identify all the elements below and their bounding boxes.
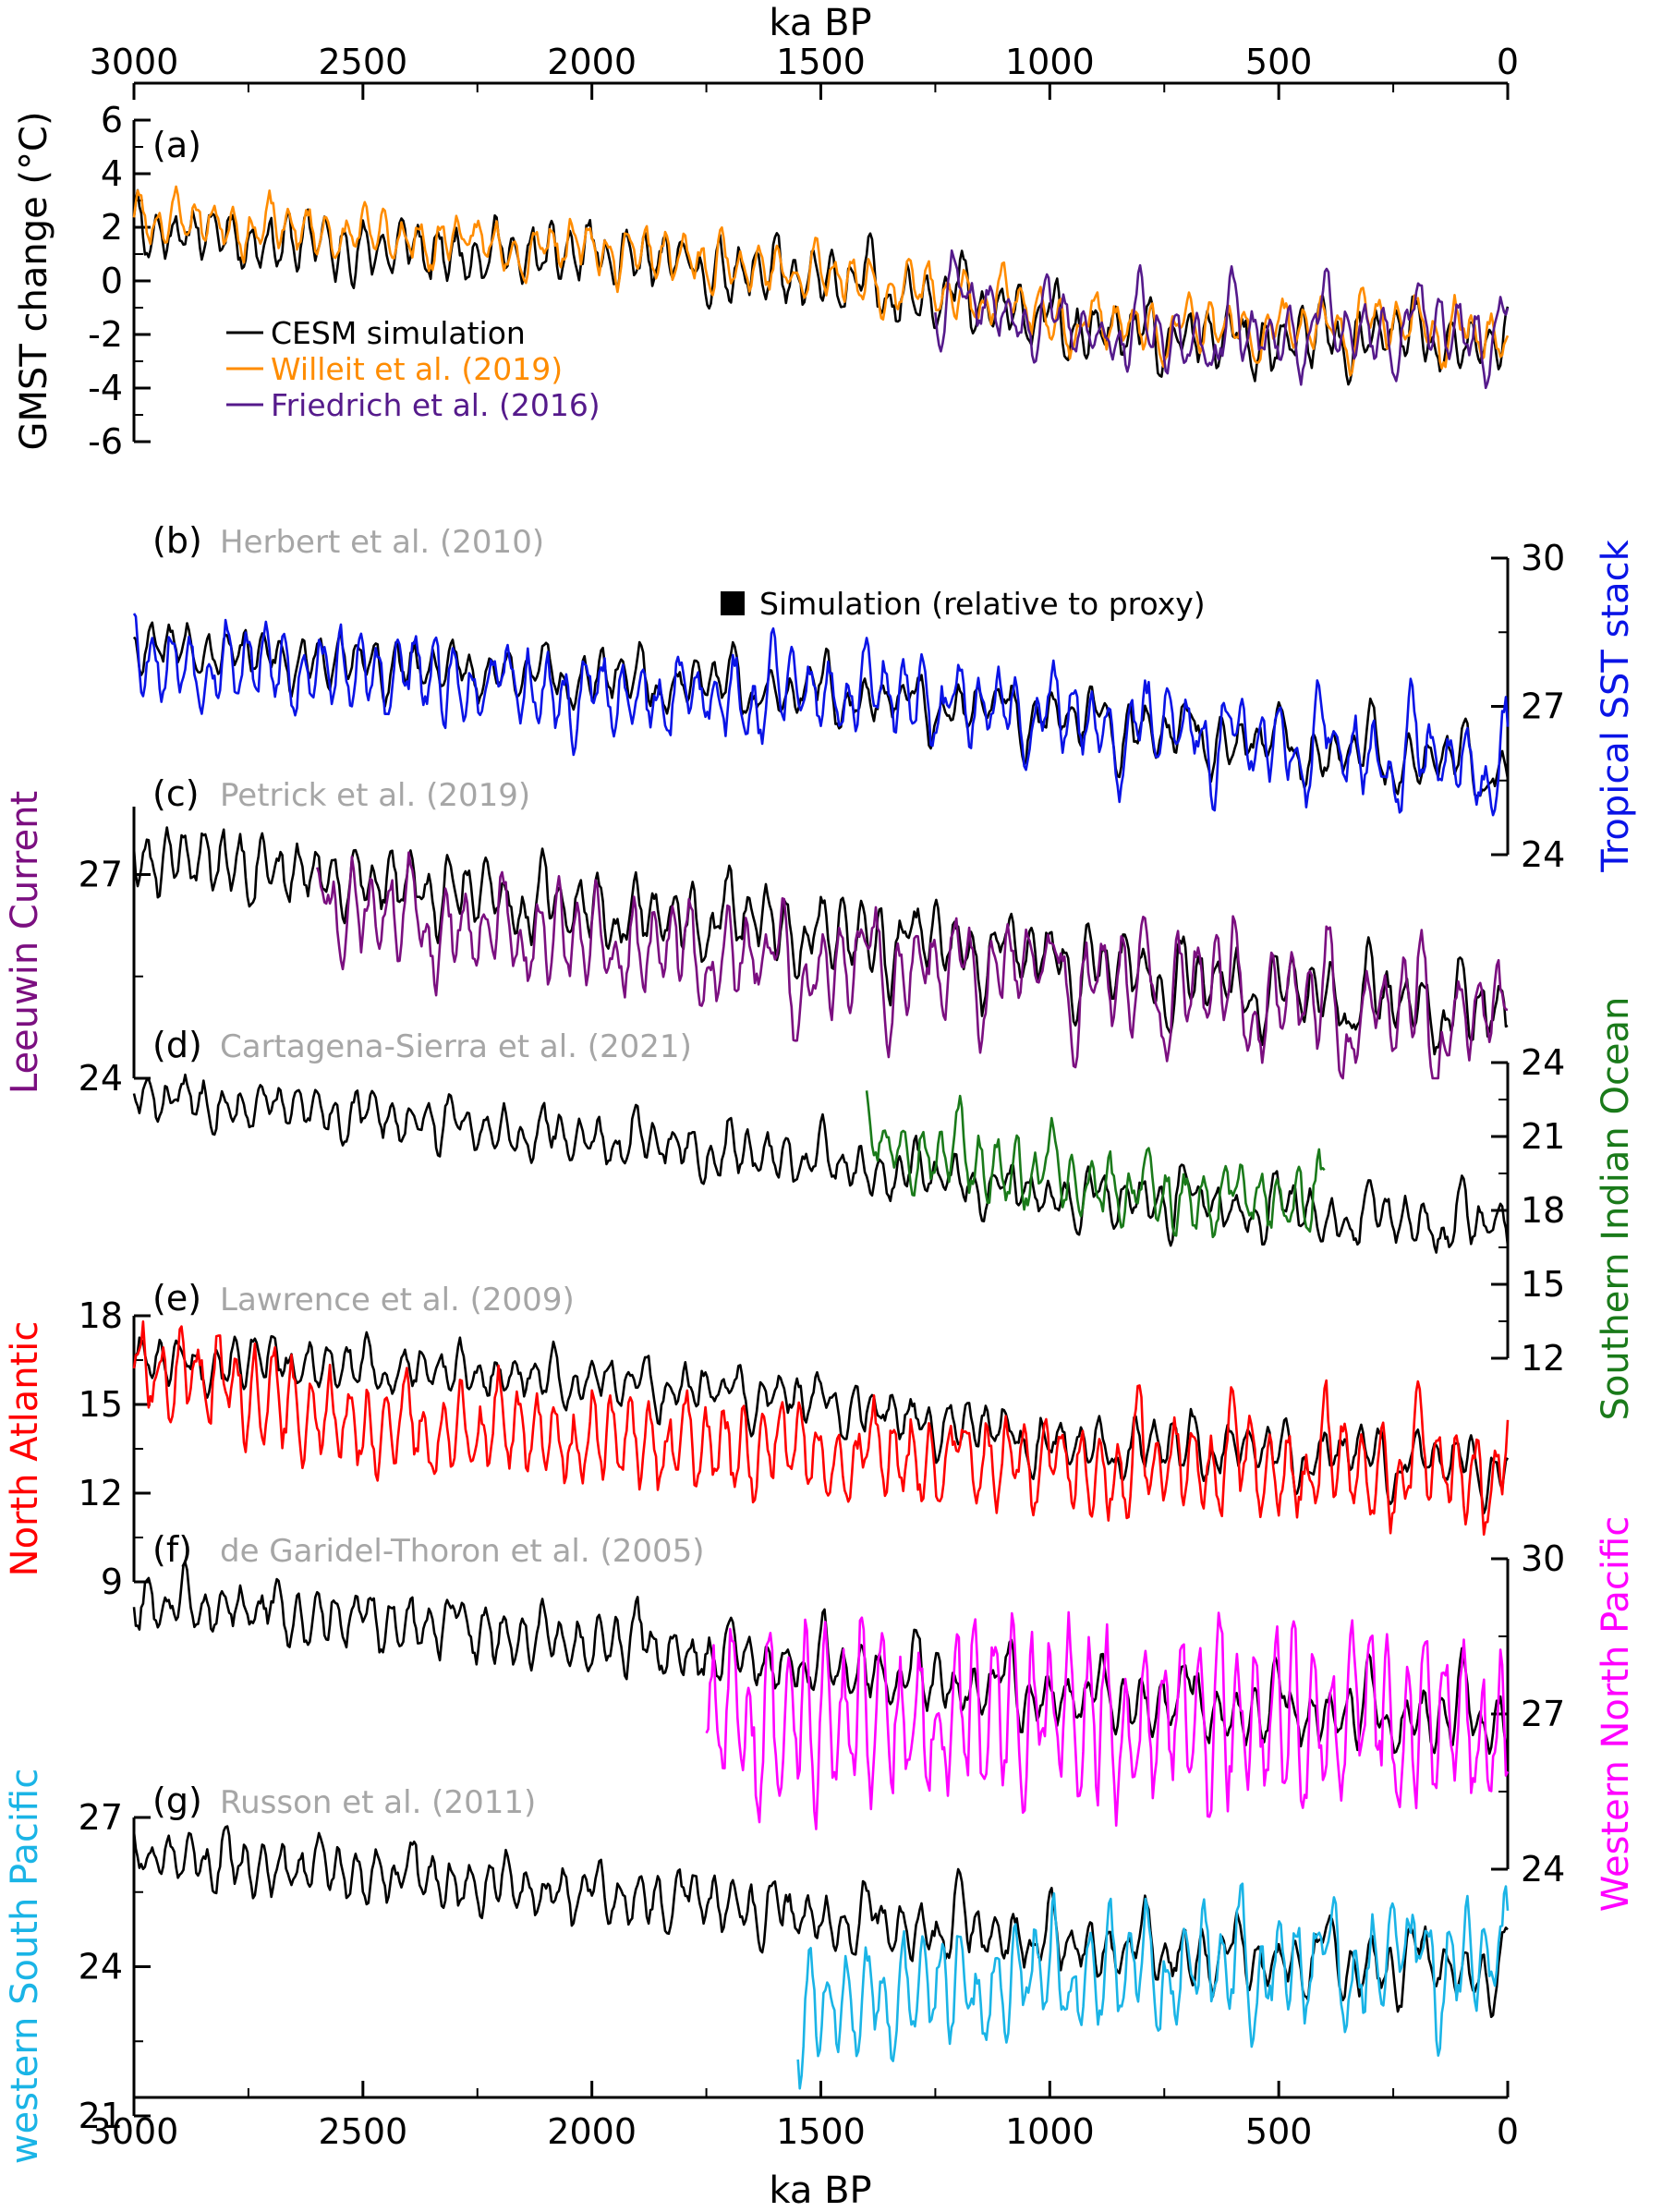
panels: 6 4 2 0 -2 -4 -6 GMST change (°C) (a) 30 27 24 Tropi…	[4, 100, 1637, 2164]
y-axis-label: Tropical SST stack	[1595, 539, 1637, 872]
panel-a: 6 4 2 0 -2 -4 -6 GMST change (°C) (a)	[13, 100, 1510, 462]
y-tick-label: 30	[1521, 1538, 1565, 1579]
legend-label-willeit: Willeit et al. (2019)	[271, 351, 563, 387]
y-tick-label: 15	[79, 1384, 123, 1425]
series-line-simulation	[132, 621, 1510, 797]
y-tick-label: 0	[101, 261, 123, 301]
panel-citation: Russon et al. (2011)	[220, 1784, 536, 1821]
y-tick-label: 24	[79, 1058, 123, 1099]
y-axis-label: GMST change (°C)	[13, 111, 55, 450]
panel-b: 30 27 24 Tropical SST stack (b) Herbert et al…	[132, 520, 1637, 875]
top-x-tick-label: 0	[1497, 42, 1519, 82]
bottom-x-tick-label: 3000	[90, 2111, 179, 2152]
bottom-x-tick-label: 500	[1245, 2111, 1313, 2152]
bottom-x-tick-label: 1500	[776, 2111, 866, 2152]
y-tick-label: 24	[1521, 1849, 1565, 1890]
series-line-proxy	[316, 851, 1509, 1080]
series-line-simulation	[132, 188, 1510, 386]
top-x-tick-label: 3000	[90, 42, 179, 82]
panel-g: 27 24 21 western South Pacific (g) Russon et …	[4, 1768, 1510, 2164]
bottom-x-tick-label: 0	[1497, 2111, 1519, 2152]
y-tick-label: 21	[1521, 1116, 1565, 1157]
legend-note-square	[721, 591, 745, 615]
panel-letter: (b)	[152, 520, 202, 561]
y-tick-label: 24	[79, 1947, 123, 1987]
top-x-tick-label: 2000	[547, 42, 637, 82]
panel-citation: Lawrence et al. (2009)	[220, 1282, 575, 1319]
panel-letter: (g)	[152, 1781, 202, 1821]
panel-c: 27 24 Leeuwin Current (c) Petrick et al. (20…	[4, 773, 1509, 1099]
series-line-simulation	[132, 1825, 1509, 2019]
y-tick-label: -2	[88, 314, 123, 355]
panel-letter: (e)	[152, 1278, 201, 1319]
y-tick-label: 15	[1521, 1264, 1565, 1305]
top-x-tick-label: 1500	[776, 42, 866, 82]
series-line-simulation	[132, 826, 1509, 1056]
bottom-x-tick-label: 2500	[318, 2111, 407, 2152]
y-tick-label: 6	[101, 100, 123, 140]
y-tick-label: 9	[101, 1562, 123, 1602]
series-line-proxy	[934, 249, 1510, 390]
bottom-x-tick-label: 1000	[1005, 2111, 1095, 2152]
y-tick-label: 21	[79, 2096, 123, 2136]
y-tick-label: 2	[101, 207, 123, 248]
y-axis-label: western South Pacific	[4, 1768, 46, 2164]
legend: CESM simulation Willeit et al. (2019) Fr…	[226, 315, 1206, 622]
y-tick-label: 30	[1521, 538, 1565, 578]
top-x-axis-title: ka BP	[769, 2, 871, 44]
series-line-proxy	[796, 1882, 1510, 2090]
series-line-proxy	[132, 185, 1510, 377]
bottom-x-axis-title: ka BP	[769, 2169, 871, 2212]
y-tick-label: 18	[1521, 1190, 1565, 1231]
top-x-axis: ka BP 3000 2500 2000 1500 1000 500 0	[90, 2, 1519, 100]
panel-citation: de Garidel-Thoron et al. (2005)	[220, 1533, 705, 1570]
legend-label-friedrich: Friedrich et al. (2016)	[271, 387, 601, 423]
series-line-proxy	[132, 613, 1510, 817]
y-axis-label: Southern Indian Ocean	[1595, 997, 1637, 1421]
panel-d: 24 21 18 15 12 Southern Indian Ocean (d) Cartag…	[132, 997, 1637, 1421]
panel-letter: (c)	[152, 773, 200, 814]
y-tick-label: 4	[101, 153, 123, 194]
series-line-proxy	[705, 1610, 1510, 1830]
y-axis-label: Western North Pacific	[1595, 1516, 1637, 1912]
legend-label-cesm: CESM simulation	[271, 315, 526, 351]
top-x-tick-label: 2500	[318, 42, 407, 82]
bottom-x-tick-label: 2000	[547, 2111, 637, 2152]
y-tick-label: 24	[1521, 1042, 1565, 1083]
y-tick-label: 24	[1521, 834, 1565, 875]
legend-note: Simulation (relative to proxy)	[759, 586, 1206, 622]
y-axis-label: Leeuwin Current	[4, 791, 46, 1094]
panel-letter: (a)	[152, 125, 201, 165]
y-tick-label: 27	[79, 855, 123, 895]
bottom-x-ticks: 3000 2500 2000 1500 1000 500 0	[90, 2081, 1519, 2152]
top-x-tick-label: 500	[1245, 42, 1313, 82]
y-tick-label: -4	[88, 368, 123, 408]
series-line-proxy	[865, 1090, 1326, 1239]
y-tick-label: 27	[1521, 687, 1565, 727]
y-tick-label: 18	[79, 1295, 123, 1336]
y-tick-label: 27	[79, 1797, 123, 1838]
series-line-simulation	[132, 1331, 1510, 1514]
y-tick-label: 27	[1521, 1694, 1565, 1734]
y-tick-label: 12	[79, 1473, 123, 1513]
bottom-x-axis: ka BP 3000 2500 2000 1500 1000 500 0	[90, 2081, 1519, 2212]
top-x-ticks: 3000 2500 2000 1500 1000 500 0	[90, 42, 1519, 100]
y-axis-label: North Atlantic	[4, 1321, 46, 1577]
panel-citation: Herbert et al. (2010)	[220, 524, 544, 561]
panel-letter: (d)	[152, 1025, 202, 1065]
y-tick-label: 12	[1521, 1338, 1565, 1379]
panel-citation: Cartagena-Sierra et al. (2021)	[220, 1028, 692, 1065]
panel-citation: Petrick et al. (2019)	[220, 777, 530, 814]
series-line-proxy	[132, 1320, 1510, 1537]
panel-e: 18 15 12 9 North Atlantic (e) Lawrence et al. …	[4, 1278, 1510, 1602]
top-x-tick-label: 1000	[1005, 42, 1095, 82]
y-tick-label: -6	[88, 421, 123, 462]
